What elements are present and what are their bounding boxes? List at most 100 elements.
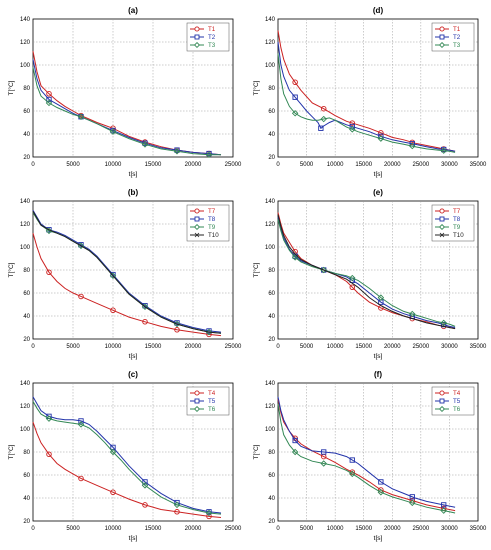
- series-marker-T2: [46, 96, 52, 103]
- y-tick-label: 80: [23, 86, 30, 92]
- x-tick-label: 35000: [470, 162, 487, 168]
- y-tick-label: 140: [20, 381, 31, 387]
- x-tick-label: 30000: [441, 526, 458, 532]
- y-tick-label: 40: [23, 132, 30, 138]
- series-marker-T1: [46, 90, 52, 97]
- series-marker-T6: [349, 470, 356, 478]
- y-tick-label: 100: [265, 63, 276, 69]
- series-marker-T6: [440, 507, 447, 514]
- x-tick-label: 25000: [225, 162, 242, 168]
- series-marker-T6: [173, 501, 181, 509]
- chart-title: (c): [128, 370, 138, 379]
- x-tick-label: 25000: [413, 162, 430, 168]
- y-tick-label: 120: [265, 222, 276, 228]
- y-tick-label: 60: [23, 473, 30, 479]
- legend-marker-T5: [194, 398, 200, 404]
- series-line-T10: [32, 211, 222, 334]
- series-marker-T4: [78, 475, 84, 482]
- series-marker-T8: [110, 271, 116, 278]
- x-tick-label: 10000: [327, 344, 344, 350]
- series-marker-T7: [78, 293, 84, 300]
- legend-label-T1: T1: [208, 26, 216, 33]
- series-marker-T3: [349, 126, 356, 133]
- series-marker-T1: [320, 105, 327, 112]
- x-tick-label: 35000: [470, 344, 487, 350]
- x-tick-label: 5000: [300, 162, 314, 168]
- legend-marker-T7: [194, 208, 200, 214]
- series-marker-T5: [142, 479, 148, 485]
- series-line-T7: [277, 212, 456, 330]
- legend-label-T2: T2: [208, 34, 216, 41]
- x-tick-label: 15000: [355, 344, 372, 350]
- legend-label-T10: T10: [208, 232, 219, 239]
- y-tick-label: 40: [268, 132, 275, 138]
- series-marker-T7: [349, 284, 356, 291]
- series-marker-T6: [141, 482, 149, 489]
- x-tick-label: 0: [31, 526, 35, 532]
- x-tick-label: 0: [276, 344, 280, 350]
- series-marker-T4: [174, 509, 180, 515]
- y-axis-label: T[°C]: [7, 444, 15, 459]
- x-tick-label: 10000: [105, 526, 122, 532]
- legend-label-T8: T8: [208, 216, 216, 223]
- series-marker-T2: [206, 150, 212, 157]
- legend-marker-T4: [439, 390, 445, 396]
- y-tick-label: 100: [265, 427, 276, 433]
- x-axis-label: t[s]: [374, 353, 383, 360]
- x-tick-label: 25000: [413, 526, 430, 532]
- x-axis-label: t[s]: [129, 535, 138, 542]
- x-tick-label: 10000: [105, 344, 122, 350]
- legend-marker-T3: [438, 41, 446, 49]
- legend-marker-T8: [439, 216, 445, 222]
- series-marker-T1: [378, 130, 384, 136]
- series-marker-T3: [45, 99, 53, 107]
- y-axis-label: T[°C]: [7, 80, 15, 95]
- legend-label-T3: T3: [453, 42, 461, 49]
- series-line-T5: [277, 396, 456, 508]
- series-marker-T4: [142, 502, 148, 508]
- legend-label-T6: T6: [208, 406, 216, 413]
- x-tick-label: 15000: [145, 526, 162, 532]
- series-marker-T5: [292, 437, 298, 444]
- y-axis-label: T[°C]: [7, 262, 15, 277]
- x-tick-label: 30000: [441, 344, 458, 350]
- x-tick-label: 15000: [355, 526, 372, 532]
- series-marker-T3: [77, 113, 85, 120]
- y-tick-label: 20: [23, 519, 30, 525]
- x-tick-label: 0: [31, 344, 35, 350]
- y-tick-label: 80: [23, 450, 30, 456]
- series-line-T10: [277, 214, 456, 330]
- x-axis-label: t[s]: [374, 535, 383, 542]
- legend-label-T5: T5: [453, 398, 461, 405]
- series-marker-T9: [440, 319, 447, 327]
- x-tick-label: 25000: [225, 344, 242, 350]
- y-tick-label: 100: [20, 63, 31, 69]
- legend-marker-T10: [439, 232, 445, 238]
- series-marker-T3: [409, 142, 416, 150]
- chart-title: (a): [128, 6, 138, 15]
- y-tick-label: 80: [268, 268, 275, 274]
- y-tick-label: 60: [268, 291, 275, 297]
- y-tick-label: 60: [23, 291, 30, 297]
- series-marker-T5: [441, 502, 447, 508]
- series-marker-T5: [349, 457, 355, 463]
- series-marker-T6: [320, 460, 327, 467]
- series-marker-T6: [45, 415, 53, 422]
- y-tick-label: 20: [23, 155, 30, 161]
- legend-box: [186, 22, 230, 52]
- series-marker-T2: [349, 123, 355, 130]
- y-tick-label: 40: [23, 496, 30, 502]
- series-marker-T2: [318, 125, 324, 131]
- y-tick-label: 100: [20, 427, 31, 433]
- y-tick-label: 140: [265, 199, 276, 205]
- legend-label-T7: T7: [453, 208, 461, 215]
- y-tick-label: 140: [20, 17, 31, 23]
- y-tick-label: 60: [268, 473, 275, 479]
- series-marker-T7: [174, 327, 180, 333]
- x-tick-label: 20000: [384, 162, 401, 168]
